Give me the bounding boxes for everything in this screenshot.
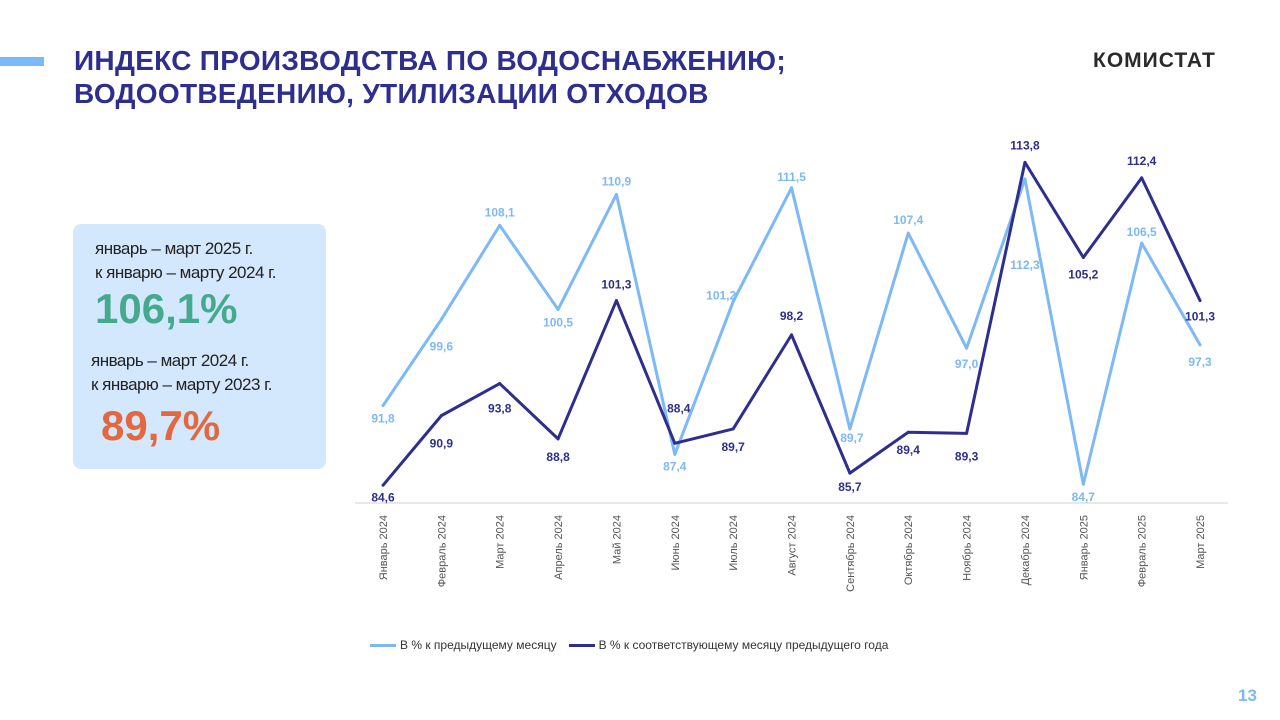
data-point (1023, 177, 1027, 181)
x-tick-label: Июль 2024 (728, 515, 740, 571)
data-point (556, 307, 560, 311)
data-label: 98,2 (780, 309, 804, 323)
logo: КОМИСТАТ (1093, 49, 1216, 72)
data-point (848, 471, 852, 475)
data-label: 93,8 (488, 402, 512, 416)
data-label: 88,8 (546, 450, 570, 464)
data-label: 110,9 (602, 174, 632, 188)
page-number: 13 (1238, 686, 1257, 705)
data-point (790, 186, 794, 190)
x-tick-label: Июнь 2024 (670, 515, 682, 571)
data-label: 101,2 (706, 289, 736, 303)
x-tick-label: Март 2024 (495, 515, 507, 569)
period-2-line-2: к январю – марту 2023 г. (91, 375, 272, 394)
x-tick-label: Сентябрь 2024 (845, 515, 857, 592)
legend-label: В % к соответствующему месяцу предыдущег… (598, 638, 889, 652)
legend-item-prev-month: В % к предыдущему месяцу (370, 638, 557, 652)
data-point (381, 404, 385, 408)
data-label: 88,4 (667, 401, 691, 415)
series-line-1 (381, 177, 1202, 486)
data-point (965, 346, 969, 350)
data-label: 87,4 (663, 459, 687, 473)
data-label: 112,4 (1127, 154, 1157, 168)
data-label: 111,5 (777, 170, 806, 184)
data-point (1198, 343, 1202, 347)
legend-label: В % к предыдущему месяцу (400, 638, 557, 652)
period-1-value: 106,1% (95, 285, 238, 332)
chart-legend: В % к предыдущему месяцу В % к соответст… (370, 638, 888, 652)
data-point (673, 441, 677, 445)
page-title: ИНДЕКС ПРОИЗВОДСТВА ПО ВОДОСНАБЖЕНИЮ; ВО… (74, 44, 786, 110)
data-point (498, 382, 502, 386)
data-point (1081, 482, 1085, 486)
x-tick-label: Январь 2025 (1078, 515, 1090, 580)
data-label: 89,3 (955, 449, 979, 463)
title-line-1: ИНДЕКС ПРОИЗВОДСТВА ПО ВОДОСНАБЖЕНИЮ; (74, 45, 786, 76)
x-tick-label: Март 2025 (1195, 515, 1207, 569)
data-label: 91,8 (371, 412, 395, 426)
data-point (848, 427, 852, 431)
legend-swatch (370, 643, 396, 647)
data-point (1081, 255, 1085, 259)
data-label: 101,3 (1185, 310, 1215, 324)
data-point (556, 437, 560, 441)
data-point (381, 483, 385, 487)
data-label: 106,5 (1127, 225, 1157, 239)
x-tick-label: Январь 2024 (378, 515, 390, 580)
data-point (1198, 299, 1202, 303)
data-label: 84,6 (371, 490, 395, 504)
data-point (906, 430, 910, 434)
accent-bar (0, 57, 44, 66)
data-label: 108,1 (485, 205, 515, 219)
data-label: 97,3 (1188, 355, 1212, 369)
x-tick-label: Ноябрь 2024 (962, 515, 974, 581)
data-point (1023, 160, 1027, 164)
period-1-line-2: к январю – марту 2024 г. (95, 263, 276, 282)
x-tick-label: Октябрь 2024 (903, 515, 915, 585)
data-label: 89,7 (840, 431, 864, 445)
data-label: 100,5 (543, 315, 573, 329)
legend-swatch (568, 643, 595, 647)
data-label: 99,6 (430, 339, 454, 353)
data-point (439, 317, 443, 321)
data-label: 105,2 (1068, 267, 1098, 281)
title-line-2: ВОДООТВЕДЕНИЮ, УТИЛИЗАЦИИ ОТХОДОВ (74, 78, 709, 109)
data-point (673, 452, 677, 456)
data-point (731, 427, 735, 431)
x-tick-label: Февраль 2024 (436, 515, 448, 587)
data-label: 97,0 (955, 357, 979, 371)
data-label: 112,3 (1010, 258, 1040, 272)
x-tick-label: Август 2024 (787, 515, 799, 576)
data-point (439, 414, 443, 418)
data-label: 84,7 (1072, 490, 1096, 504)
data-point (614, 192, 618, 196)
x-tick-label: Апрель 2024 (553, 515, 565, 580)
summary-box: январь – март 2025 г. к январю – марту 2… (73, 224, 326, 469)
data-label: 89,7 (721, 440, 745, 454)
data-point (1140, 176, 1144, 180)
data-label: 107,4 (893, 213, 923, 227)
legend-item-prev-year: В % к соответствующему месяцу предыдущег… (568, 638, 889, 652)
x-tick-label: Февраль 2025 (1137, 515, 1149, 587)
data-point (731, 300, 735, 304)
data-point (906, 231, 910, 235)
data-label: 85,7 (838, 480, 862, 494)
period-2-line-1: январь – март 2024 г. (91, 351, 249, 370)
data-point (498, 223, 502, 227)
x-tick-label: Май 2024 (611, 515, 623, 564)
data-label: 101,3 (601, 278, 631, 292)
data-label: 113,8 (1010, 138, 1040, 152)
data-label: 90,9 (430, 437, 454, 451)
data-point (790, 333, 794, 337)
data-point (1140, 241, 1144, 245)
period-1-line-1: январь – март 2025 г. (95, 239, 253, 258)
data-label: 89,4 (897, 443, 921, 457)
period-2-value: 89,7% (101, 402, 221, 449)
data-point (965, 431, 969, 435)
data-point (614, 299, 618, 303)
x-tick-label: Декабрь 2024 (1020, 515, 1032, 585)
